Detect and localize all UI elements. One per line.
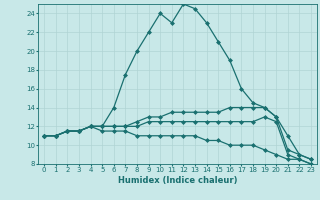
X-axis label: Humidex (Indice chaleur): Humidex (Indice chaleur): [118, 176, 237, 185]
